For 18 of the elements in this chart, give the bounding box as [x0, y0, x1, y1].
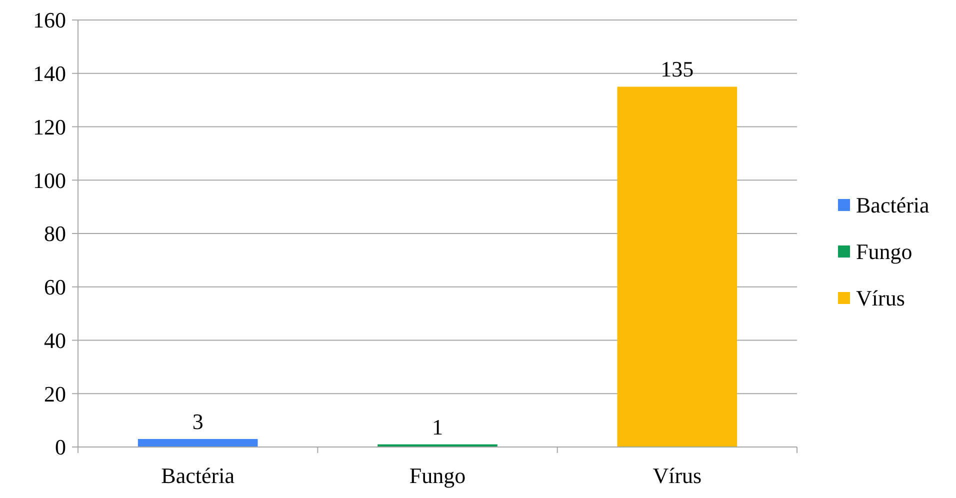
legend-label: Vírus	[856, 286, 905, 311]
y-tick-label: 100	[33, 168, 66, 193]
y-tick-label: 80	[44, 221, 66, 246]
y-tick-label: 0	[55, 434, 66, 460]
x-tick-label: Vírus	[652, 463, 702, 488]
y-tick-label: 40	[44, 328, 66, 353]
legend-label: Bactéria	[856, 192, 930, 218]
y-tick-label: 140	[33, 61, 66, 86]
x-tick-label: Bactéria	[161, 463, 235, 488]
y-tick-label: 20	[44, 381, 66, 406]
legend-label: Fungo	[856, 239, 912, 264]
y-tick-label: 120	[33, 114, 66, 140]
x-tick-label: Fungo	[409, 463, 466, 488]
data-label: 135	[660, 56, 694, 82]
y-tick-label: 160	[33, 8, 66, 33]
y-tick-label: 60	[44, 274, 66, 300]
data-label: 3	[192, 408, 204, 434]
data-label: 1	[432, 414, 443, 440]
